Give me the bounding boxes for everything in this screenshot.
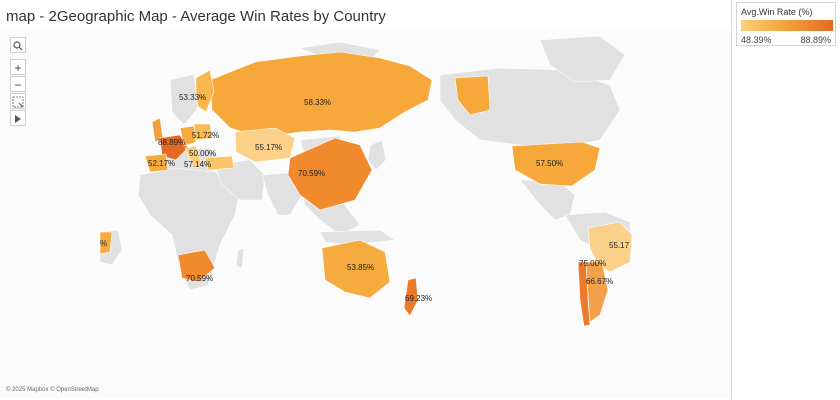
zoom-out-button[interactable]: − bbox=[10, 76, 26, 92]
land-madagascar bbox=[235, 247, 245, 269]
map-search-button[interactable] bbox=[10, 37, 26, 53]
label-france: 88.89% bbox=[158, 138, 185, 147]
label-turkey: 57.14% bbox=[184, 160, 211, 169]
label-kazakhstan: 55.17% bbox=[255, 143, 282, 152]
land-middle-east bbox=[214, 159, 266, 201]
country-russia bbox=[209, 51, 433, 137]
country-partial-west bbox=[99, 231, 113, 255]
country-germany bbox=[179, 125, 197, 147]
country-new-zealand bbox=[403, 277, 419, 317]
label-partial-west: % bbox=[100, 239, 107, 248]
color-legend[interactable]: Avg.Win Rate (%) 48.39% 88.89% bbox=[736, 2, 836, 46]
expand-toolbar-button[interactable] bbox=[10, 110, 26, 126]
country-italy bbox=[184, 145, 203, 169]
label-china: 70.59% bbox=[298, 169, 325, 178]
play-icon bbox=[15, 115, 21, 123]
country-norway-sweden bbox=[169, 73, 199, 126]
legend-gradient-bar bbox=[741, 20, 833, 31]
label-russia: 58.33% bbox=[304, 98, 331, 107]
pan-tool-button[interactable] bbox=[10, 93, 26, 109]
country-spain bbox=[144, 153, 169, 173]
country-south-africa bbox=[177, 249, 216, 283]
land-indonesia bbox=[319, 229, 396, 246]
label-argentina: 66.67% bbox=[586, 277, 613, 286]
country-france bbox=[159, 134, 189, 161]
legend-max-label: 88.89% bbox=[800, 35, 831, 45]
label-finland: 53.33% bbox=[179, 93, 206, 102]
page-title: map - 2Geographic Map - Average Win Rate… bbox=[6, 8, 386, 25]
label-poland: 51.72% bbox=[192, 131, 219, 140]
panel-divider bbox=[731, 0, 732, 400]
world-map[interactable]: 58.33% 53.33% 51.72% 88.89% 50.00% 52.17… bbox=[0, 28, 730, 398]
country-usa bbox=[511, 141, 601, 187]
label-usa: 57.50% bbox=[536, 159, 563, 168]
country-finland bbox=[195, 69, 215, 113]
land-japan bbox=[367, 139, 387, 171]
label-new-zealand: 69.23% bbox=[405, 294, 432, 303]
map-attribution[interactable]: © 2025 Mapbox © OpenStreetMap bbox=[6, 387, 99, 393]
search-icon bbox=[13, 41, 23, 51]
label-brazil: 55.17 bbox=[609, 241, 630, 250]
zoom-in-button[interactable]: + bbox=[10, 59, 26, 75]
country-brazil bbox=[587, 221, 633, 273]
map-zoom-group: + − bbox=[10, 59, 26, 129]
land-africa-base bbox=[137, 167, 241, 291]
label-chile: 75.00% bbox=[579, 259, 606, 268]
legend-min-label: 48.39% bbox=[741, 35, 772, 45]
country-poland bbox=[193, 123, 213, 141]
legend-title: Avg.Win Rate (%) bbox=[741, 7, 813, 17]
country-china bbox=[287, 137, 373, 211]
label-spain: 52.17% bbox=[148, 159, 175, 168]
label-australia: 53.85% bbox=[347, 263, 374, 272]
country-argentina bbox=[585, 261, 609, 323]
country-australia bbox=[321, 239, 391, 299]
land-greenland bbox=[539, 35, 626, 83]
label-italy: 50.00% bbox=[189, 149, 216, 158]
pan-icon bbox=[12, 96, 24, 108]
land-mexico-ca bbox=[519, 179, 576, 221]
country-turkey bbox=[204, 155, 235, 171]
label-south-africa: 70.59% bbox=[186, 274, 213, 283]
country-alaska bbox=[454, 75, 491, 116]
